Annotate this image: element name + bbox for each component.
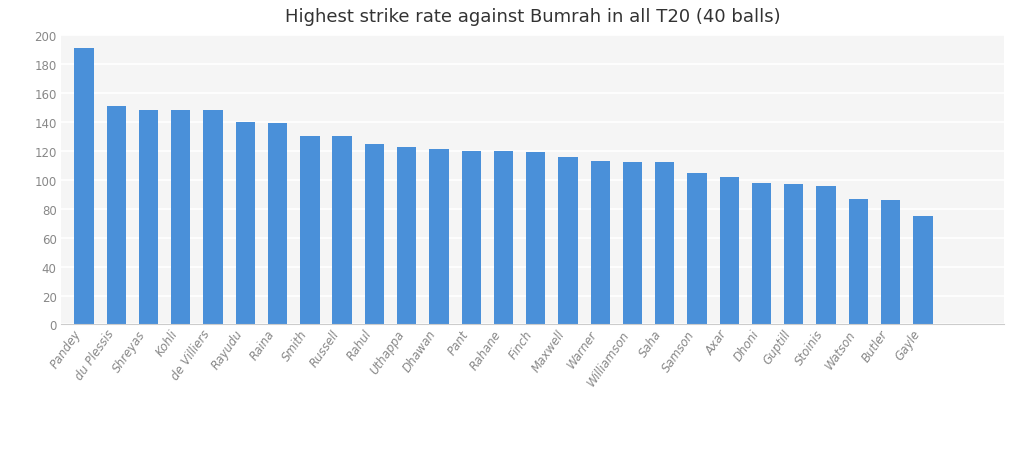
Title: Highest strike rate against Bumrah in all T20 (40 balls): Highest strike rate against Bumrah in al… [285,8,780,26]
Bar [204,111,223,325]
Bar [75,49,94,325]
Bar [655,163,675,325]
Bar [106,107,126,325]
Bar [333,137,352,325]
Bar [784,185,804,325]
Bar [558,157,578,325]
Bar [591,161,610,325]
Bar [881,201,900,325]
Bar [752,183,771,325]
Bar [429,150,449,325]
Bar [849,199,868,325]
Bar [300,137,319,325]
Bar [623,163,642,325]
Bar [526,153,546,325]
Bar [913,216,933,325]
Bar [687,173,707,325]
Bar [816,186,836,325]
Bar [171,111,190,325]
Bar [494,152,513,325]
Bar [236,123,255,325]
Bar [268,124,288,325]
Bar [365,144,384,325]
Bar [139,111,159,325]
Bar [397,147,417,325]
Bar [462,152,481,325]
Bar [720,178,739,325]
